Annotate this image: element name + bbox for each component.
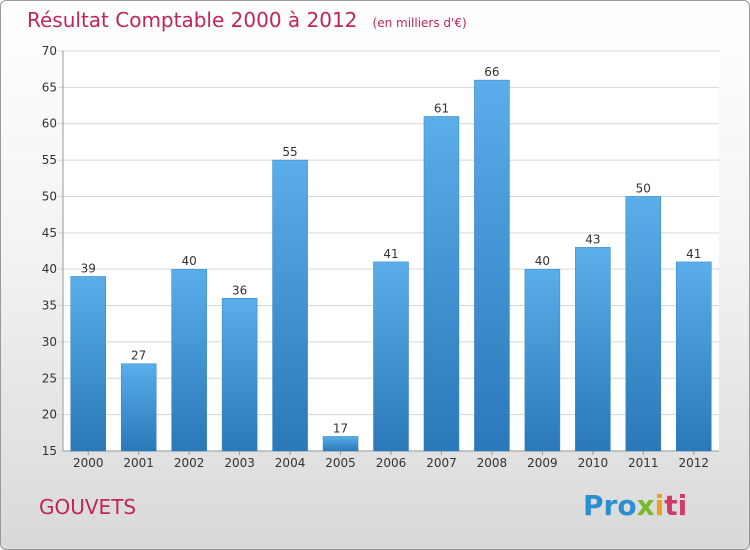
bar-2009 bbox=[524, 268, 561, 452]
bar-2001 bbox=[120, 363, 157, 452]
bar-2000 bbox=[70, 276, 106, 452]
y-tick-label: 55 bbox=[42, 153, 57, 167]
logo-part-3: i bbox=[654, 489, 665, 522]
x-tick-label: 2006 bbox=[376, 456, 407, 470]
logo-part-1: Pro bbox=[583, 489, 637, 522]
data-label-2000: 39 bbox=[81, 261, 96, 275]
chart-subtitle: (en milliers d'€) bbox=[372, 16, 467, 30]
data-label-2011: 50 bbox=[636, 181, 651, 195]
data-label-2007: 61 bbox=[434, 101, 449, 115]
chart-title: Résultat Comptable 2000 à 2012 (en milli… bbox=[27, 8, 467, 32]
data-label-2005: 17 bbox=[333, 421, 348, 435]
bar-2005 bbox=[322, 436, 359, 452]
x-tick-label: 2012 bbox=[678, 456, 709, 470]
x-tick-label: 2009 bbox=[527, 456, 558, 470]
bars bbox=[70, 79, 712, 452]
y-tick-label: 20 bbox=[42, 408, 57, 422]
data-label-2010: 43 bbox=[585, 232, 600, 246]
x-tick-label: 2007 bbox=[426, 456, 457, 470]
bar-2006 bbox=[373, 261, 409, 452]
y-tick-label: 70 bbox=[42, 44, 57, 58]
y-tick-label: 50 bbox=[42, 189, 57, 203]
bar-2011 bbox=[625, 196, 662, 452]
proxiti-logo: Proxiti bbox=[583, 489, 687, 522]
y-tick-label: 40 bbox=[42, 262, 57, 276]
data-label-2001: 27 bbox=[131, 349, 146, 363]
data-label-2008: 66 bbox=[484, 65, 499, 79]
data-label-2003: 36 bbox=[232, 283, 247, 297]
bar-2007 bbox=[423, 116, 460, 452]
x-tick-label: 2001 bbox=[123, 456, 154, 470]
location-label: GOUVETS bbox=[39, 495, 137, 519]
data-label-2002: 40 bbox=[182, 254, 197, 268]
data-labels: 39 27 40 36 55 17 41 61 66 40 43 50 41 bbox=[81, 65, 702, 435]
bar-2003 bbox=[221, 298, 258, 452]
bar-2008 bbox=[474, 79, 510, 452]
x-tick-label: 2000 bbox=[73, 456, 104, 470]
y-tick-label: 60 bbox=[42, 117, 57, 131]
x-tick-label: 2010 bbox=[578, 456, 609, 470]
bar-2010 bbox=[575, 247, 611, 452]
data-label-2006: 41 bbox=[383, 247, 398, 261]
logo-part-2: x bbox=[636, 489, 655, 522]
chart-title-text: Résultat Comptable 2000 à 2012 bbox=[27, 8, 358, 32]
data-label-2012: 41 bbox=[686, 247, 701, 261]
x-tick-label: 2005 bbox=[325, 456, 356, 470]
y-tick-label: 65 bbox=[42, 80, 57, 94]
y-tick-label: 35 bbox=[42, 299, 57, 313]
x-tick-label: 2008 bbox=[477, 456, 508, 470]
bar-2004 bbox=[272, 159, 308, 452]
x-tick-label: 2004 bbox=[275, 456, 306, 470]
data-label-2004: 55 bbox=[282, 145, 297, 159]
data-label-2009: 40 bbox=[535, 254, 550, 268]
x-tick-label: 2002 bbox=[174, 456, 205, 470]
bar-2002 bbox=[171, 268, 207, 452]
y-tick-label: 45 bbox=[42, 226, 57, 240]
y-tick-label: 25 bbox=[42, 371, 57, 385]
y-tick-label: 30 bbox=[42, 335, 57, 349]
logo-part-4: ti bbox=[664, 489, 688, 522]
y-tick-label: 15 bbox=[42, 444, 57, 458]
x-tick-label: 2011 bbox=[628, 456, 659, 470]
bar-2012 bbox=[676, 261, 712, 452]
x-tick-label: 2003 bbox=[224, 456, 255, 470]
